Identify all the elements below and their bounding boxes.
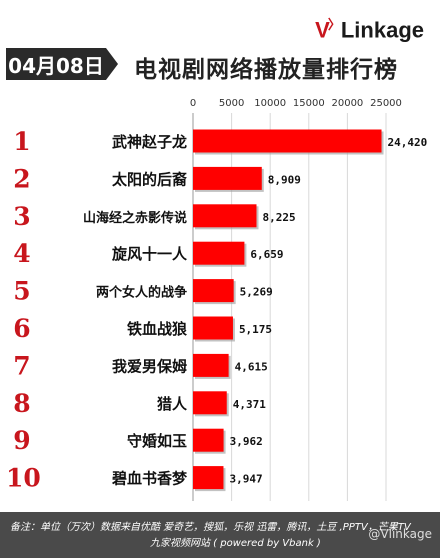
logo-text: Linkage	[340, 17, 424, 43]
rank-number: 5	[13, 277, 30, 306]
category-label: 我爱男保姆	[112, 357, 187, 375]
value-label: 6,659	[250, 248, 283, 261]
x-tick-label: 15000	[293, 98, 325, 109]
value-label: 8,225	[262, 211, 295, 224]
x-tick-label: 10000	[254, 98, 286, 109]
date-text: 04月08日	[8, 53, 104, 78]
x-tick-label: 25000	[370, 98, 402, 109]
value-label: 4,371	[233, 398, 266, 411]
bar	[193, 391, 227, 415]
category-label: 山海经之赤影传说	[83, 210, 187, 226]
category-label: 太阳的后裔	[112, 170, 187, 188]
category-label: 两个女人的战争	[96, 285, 187, 301]
value-label: 5,175	[239, 323, 272, 336]
bar	[193, 466, 224, 490]
rank-number: 10	[6, 464, 41, 493]
rank-number: 7	[13, 351, 30, 380]
bar	[193, 316, 233, 340]
rank-number: 6	[13, 314, 30, 343]
value-label: 24,420	[388, 136, 428, 149]
ranking-chart: 0 5000 10000 15000 20000 25000 1 武神赵子龙 24,420 2 太阳…	[6, 98, 428, 501]
category-label: 武神赵子龙	[112, 133, 187, 151]
rank-number: 1	[13, 127, 30, 156]
bar	[193, 204, 257, 228]
value-label: 4,615	[235, 360, 268, 373]
rank-number: 2	[13, 164, 30, 193]
value-label: 3,947	[229, 473, 262, 486]
date-badge: 04月08日	[6, 48, 106, 80]
rank-number: 9	[13, 426, 30, 455]
x-tick-label: 0	[190, 98, 196, 109]
bar	[193, 428, 224, 452]
category-label: 守婚如玉	[127, 432, 187, 450]
bar	[193, 129, 382, 153]
header: V〉Linkage 04月08日 电视剧网络播放量排行榜	[0, 0, 440, 95]
category-label: 旋风十一人	[111, 245, 188, 263]
category-label: 碧血书香梦	[111, 470, 188, 488]
footer-note-line2: 九家视频网站 ( powered by Vbank )	[150, 538, 321, 549]
logo-chevron-icon: 〉	[327, 17, 341, 32]
rank-number: 3	[13, 202, 30, 231]
category-label: 猎人	[157, 395, 188, 413]
vlinkage-logo: V〉Linkage	[315, 14, 424, 43]
rank-number: 8	[13, 389, 30, 418]
watermark: @Vlinkage	[368, 527, 432, 541]
footer-note-line1: 备注：单位（万次）数据来自优酷 爱奇艺，搜狐，乐视 迅雷，腾讯，土豆 ,PPTV…	[10, 522, 411, 533]
value-label: 8,909	[268, 173, 301, 186]
x-tick-label: 20000	[331, 98, 363, 109]
bar	[193, 166, 262, 190]
rank-number: 4	[13, 239, 30, 268]
logo-v: V	[315, 17, 330, 43]
date-badge-arrow	[106, 48, 118, 80]
bar	[193, 279, 234, 303]
bar	[193, 353, 229, 377]
x-tick-label: 5000	[219, 98, 244, 109]
page-title: 电视剧网络播放量排行榜	[134, 57, 398, 83]
value-label: 3,962	[230, 435, 263, 448]
category-label: 铁血战狼	[127, 320, 188, 338]
value-label: 5,269	[240, 286, 273, 299]
footer: 备注：单位（万次）数据来自优酷 爱奇艺，搜狐，乐视 迅雷，腾讯，土豆 ,PPTV…	[0, 512, 440, 558]
bar	[193, 241, 245, 265]
